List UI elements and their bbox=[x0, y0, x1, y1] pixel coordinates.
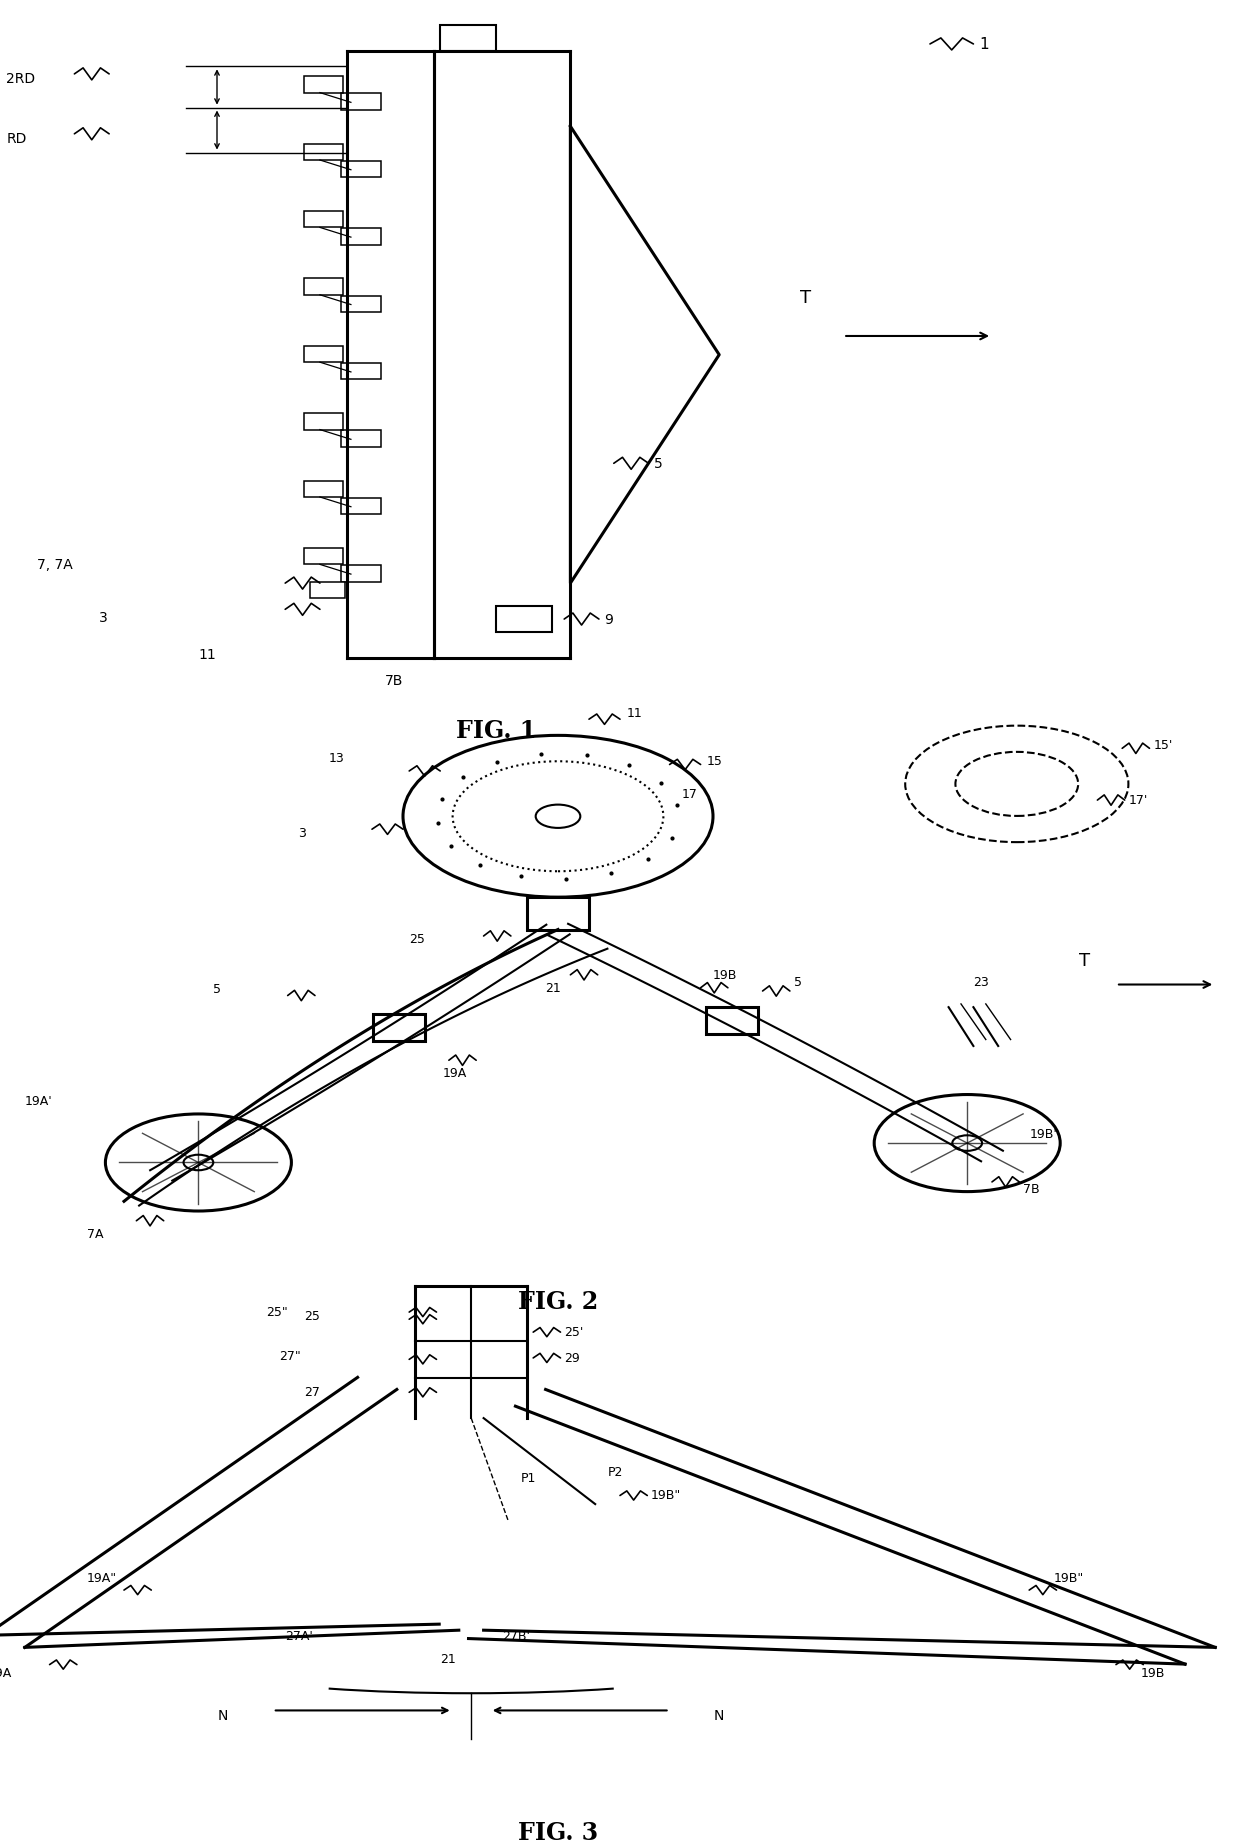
Text: 25: 25 bbox=[304, 1310, 320, 1323]
Text: 27B': 27B' bbox=[502, 1628, 531, 1641]
Bar bbox=[706, 1007, 758, 1035]
Text: 19A: 19A bbox=[443, 1066, 467, 1079]
Bar bbox=[341, 499, 381, 516]
Text: 19B": 19B" bbox=[1054, 1571, 1084, 1584]
Text: 17: 17 bbox=[682, 787, 698, 800]
Bar bbox=[341, 161, 381, 177]
Text: 5: 5 bbox=[794, 976, 801, 989]
Text: 2RD: 2RD bbox=[6, 72, 35, 85]
Text: N: N bbox=[218, 1708, 228, 1722]
Text: 13: 13 bbox=[329, 752, 345, 765]
Text: 5: 5 bbox=[213, 983, 221, 996]
Bar bbox=[341, 296, 381, 312]
Text: 11: 11 bbox=[626, 706, 642, 719]
Text: 27: 27 bbox=[304, 1386, 320, 1399]
Bar bbox=[496, 606, 552, 632]
Bar bbox=[341, 431, 381, 447]
Bar bbox=[341, 364, 381, 381]
Text: 19A': 19A' bbox=[25, 1094, 52, 1107]
Text: 25: 25 bbox=[409, 933, 425, 946]
Text: 19B: 19B bbox=[1141, 1667, 1166, 1680]
Text: T: T bbox=[1080, 952, 1090, 970]
Text: RD: RD bbox=[6, 131, 26, 146]
Bar bbox=[304, 480, 343, 497]
Text: 3: 3 bbox=[99, 610, 108, 625]
Text: FIG. 2: FIG. 2 bbox=[518, 1290, 598, 1314]
Text: N: N bbox=[714, 1708, 724, 1722]
Bar bbox=[304, 213, 343, 229]
Text: 11: 11 bbox=[198, 647, 216, 662]
Text: 15: 15 bbox=[707, 756, 723, 769]
Text: 25": 25" bbox=[267, 1305, 289, 1318]
Bar bbox=[440, 26, 496, 52]
Text: 25': 25' bbox=[564, 1325, 584, 1338]
Text: 17': 17' bbox=[1128, 795, 1148, 808]
Bar bbox=[341, 94, 381, 111]
Bar bbox=[304, 279, 343, 296]
Bar bbox=[304, 414, 343, 431]
Bar bbox=[373, 1015, 425, 1042]
Text: 9: 9 bbox=[604, 612, 613, 626]
Text: P1: P1 bbox=[521, 1471, 536, 1484]
Text: 19B: 19B bbox=[713, 968, 738, 981]
Text: 21: 21 bbox=[546, 981, 562, 994]
Bar bbox=[304, 144, 343, 161]
Text: 1: 1 bbox=[980, 37, 990, 52]
Text: 19A: 19A bbox=[0, 1667, 12, 1680]
Text: FIG. 3: FIG. 3 bbox=[518, 1820, 598, 1844]
Text: 29: 29 bbox=[564, 1351, 580, 1364]
Text: 15': 15' bbox=[1153, 739, 1173, 752]
Text: 7A: 7A bbox=[87, 1227, 103, 1240]
Text: 27": 27" bbox=[279, 1349, 301, 1362]
Text: T: T bbox=[801, 288, 811, 307]
Bar bbox=[341, 229, 381, 246]
Text: P2: P2 bbox=[608, 1465, 622, 1478]
Bar bbox=[527, 898, 589, 930]
Bar bbox=[304, 347, 343, 362]
Text: 7B: 7B bbox=[384, 675, 403, 687]
Text: 19B": 19B" bbox=[651, 1488, 681, 1502]
Text: 23: 23 bbox=[973, 976, 990, 989]
Bar bbox=[304, 78, 343, 94]
Bar bbox=[304, 549, 343, 565]
Text: 19B': 19B' bbox=[1029, 1127, 1056, 1140]
Text: 7, 7A: 7, 7A bbox=[37, 558, 73, 571]
Text: 7B: 7B bbox=[1023, 1183, 1039, 1196]
Text: 27A': 27A' bbox=[285, 1628, 312, 1641]
Text: 5: 5 bbox=[653, 456, 662, 471]
Text: FIG. 1: FIG. 1 bbox=[456, 719, 536, 743]
Text: 21: 21 bbox=[440, 1652, 456, 1665]
Text: 19A": 19A" bbox=[87, 1571, 117, 1584]
Bar bbox=[310, 582, 345, 599]
Bar bbox=[341, 565, 381, 582]
Text: 3: 3 bbox=[298, 826, 305, 839]
